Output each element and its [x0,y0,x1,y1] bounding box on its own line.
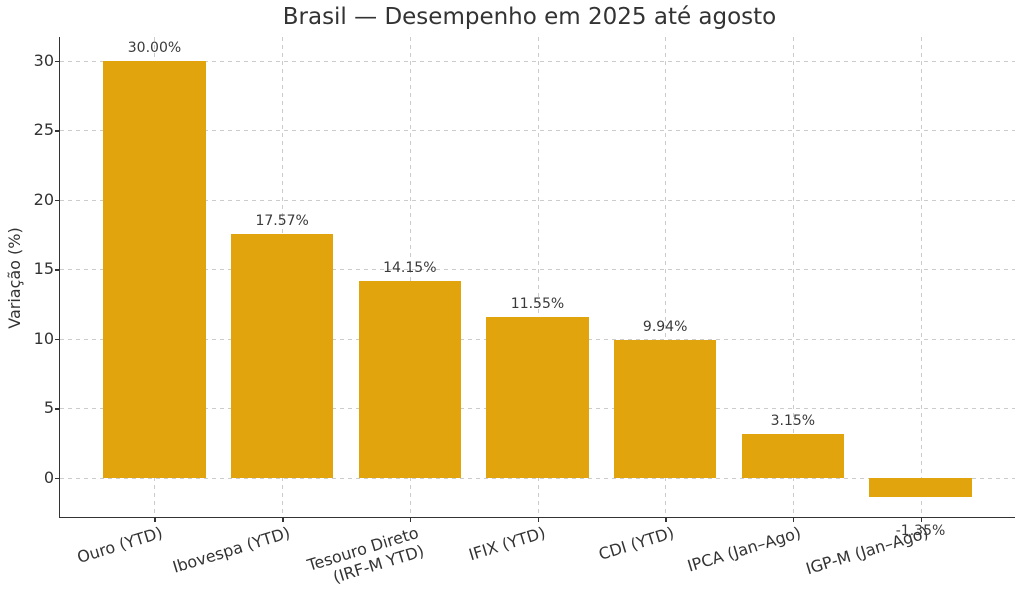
v-gridline [665,37,667,517]
x-tick-label: CDI (YTD) [595,523,676,564]
bar [103,60,206,479]
x-tick-mark [920,517,922,522]
y-tick-label: 30 [33,50,54,70]
y-tick-mark [55,269,60,271]
x-tick-mark [409,517,412,522]
bar-value-label: -1.35% [895,522,946,539]
y-axis-spine [58,37,60,519]
bar-value-label: 9.94% [642,318,688,335]
bar-value-label: 17.57% [255,212,309,229]
y-tick-mark [55,130,60,132]
y-tick-label: 5 [43,398,54,418]
x-tick-label: IPCA (Jan–Ago) [685,523,804,576]
x-tick-mark [792,517,795,522]
bar-value-label: 11.55% [510,296,565,313]
x-tick-label: Ibovespa (YTD) [170,523,293,577]
x-tick-mark [154,517,156,522]
bar-value-label: 3.15% [770,413,816,430]
x-axis-spine [58,517,1015,519]
x-tick-mark [282,517,284,522]
x-tick-mark [665,517,667,522]
v-gridline [920,37,922,517]
y-tick-mark [55,478,60,480]
v-gridline [409,37,411,517]
bar-value-label: 14.15% [383,260,437,277]
y-tick-label: 15 [33,259,54,279]
x-tick-label: Ouro (YTD) [75,523,166,567]
bar [869,478,972,497]
v-gridline [792,37,794,517]
x-tick-mark [537,517,539,522]
x-tick-label: IFIX (YTD) [466,523,549,565]
bar [358,281,461,479]
bar-value-label: 30.00% [127,39,182,56]
v-gridline [537,37,539,517]
bar [614,339,717,479]
bar [741,434,844,479]
bar [231,233,334,479]
y-tick-label: 20 [33,189,54,209]
x-tick-label: Tesouro Direto (IRF-M YTD) [304,523,426,587]
y-tick-mark [55,60,60,63]
y-tick-label: 10 [33,328,54,348]
y-tick-label: 25 [33,120,54,140]
y-tick-mark [55,408,60,410]
chart-title: Brasil — Desempenho em 2025 até agosto [282,4,777,30]
y-tick-mark [55,199,60,202]
y-tick-mark [55,338,60,341]
bar [486,317,589,479]
y-tick-label: 0 [43,468,54,488]
